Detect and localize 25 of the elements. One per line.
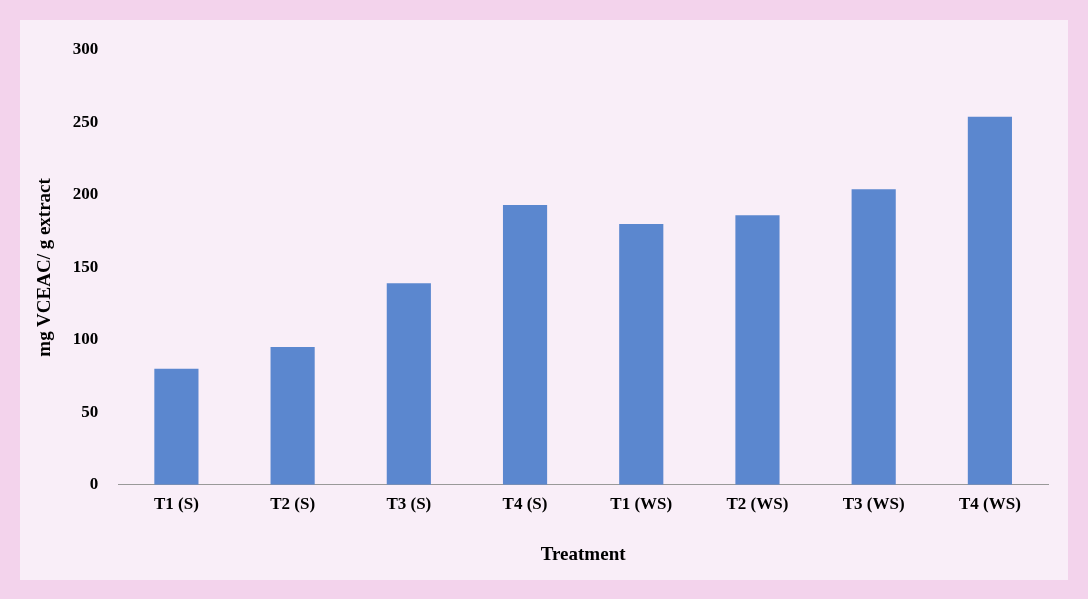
y-tick-label: 150 (72, 256, 99, 276)
x-tick-label: T2 (WS) (726, 494, 789, 514)
y-tick-label: 50 (81, 401, 99, 421)
y-tick-label: 100 (72, 329, 99, 349)
x-tick-label: T1 (WS) (610, 494, 673, 514)
x-tick-label: T3 (WS) (842, 494, 905, 514)
y-tick-label: 250 (72, 111, 99, 131)
y-tick-label: 300 (72, 39, 99, 59)
bar (967, 116, 1012, 485)
y-tick-label: 0 (89, 474, 99, 494)
x-tick-label: T4 (WS) (958, 494, 1021, 514)
bar (851, 189, 896, 485)
bar (270, 347, 315, 485)
bar (502, 205, 548, 485)
bar (386, 283, 431, 485)
x-tick-label: T2 (S) (270, 494, 316, 514)
x-tick-label: T1 (S) (153, 494, 199, 514)
bar (619, 223, 664, 485)
y-axis-title: mg VCEAC/ g extract (33, 177, 55, 357)
x-axis-title: Treatment (540, 542, 627, 564)
y-tick-label: 200 (72, 184, 99, 204)
bar (735, 215, 780, 485)
x-tick-label: T3 (S) (386, 494, 432, 514)
x-tick-label: T4 (S) (502, 494, 548, 514)
bar (154, 368, 199, 485)
